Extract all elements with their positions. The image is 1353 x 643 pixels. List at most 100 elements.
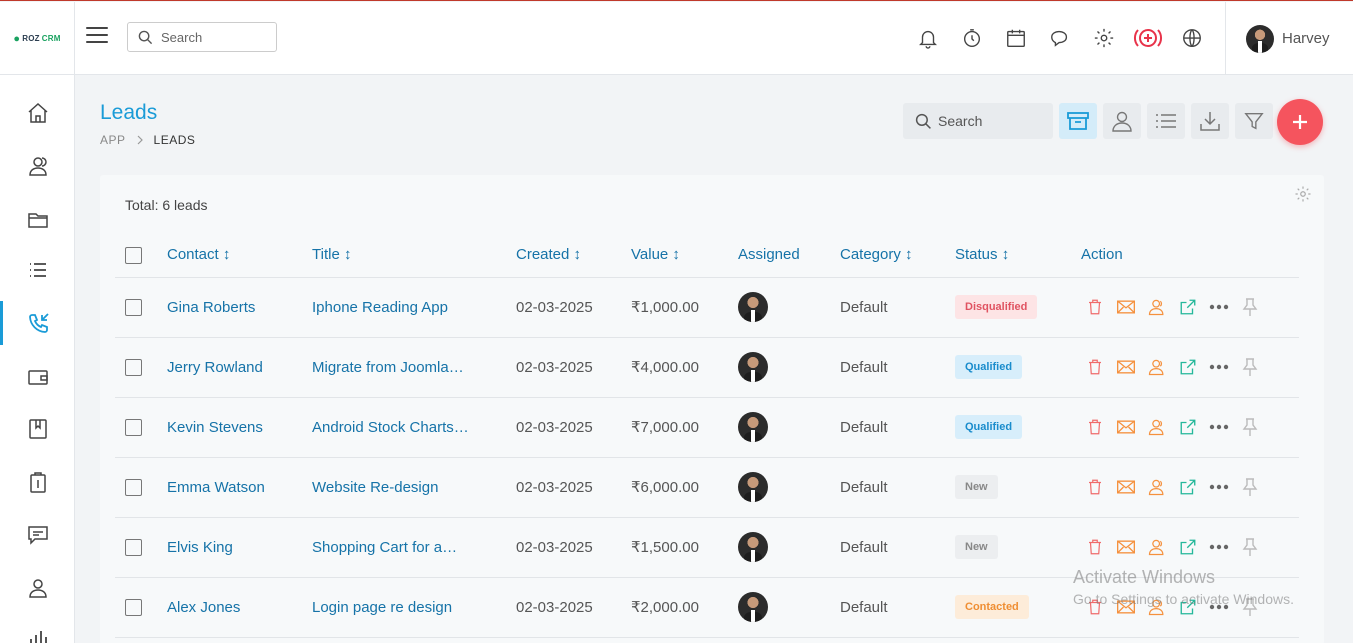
global-search-input[interactable] [161, 29, 261, 45]
globe-icon[interactable] [1170, 22, 1214, 54]
title-link[interactable]: Iphone Reading App [312, 298, 448, 316]
delete-icon[interactable] [1084, 416, 1106, 438]
row-checkbox[interactable] [125, 298, 142, 316]
mail-icon[interactable] [1115, 356, 1137, 378]
contact-link[interactable]: Gina Roberts [167, 298, 256, 316]
breadcrumb-app[interactable]: APP [100, 133, 126, 147]
more-options-icon[interactable] [1208, 596, 1230, 618]
pin-icon[interactable] [1239, 536, 1261, 558]
table-row[interactable]: Jerry Rowland Migrate from Joomla… 02-03… [115, 337, 1299, 398]
mail-icon[interactable] [1115, 536, 1137, 558]
pin-icon[interactable] [1239, 296, 1261, 318]
row-checkbox[interactable] [125, 358, 142, 376]
open-external-icon[interactable] [1177, 296, 1199, 318]
title-link[interactable]: Migrate from Joomla… [312, 358, 464, 376]
table-row[interactable]: Gina Roberts Iphone Reading App 02-03-20… [115, 277, 1299, 338]
row-checkbox[interactable] [125, 418, 142, 436]
more-options-icon[interactable] [1208, 476, 1230, 498]
more-options-icon[interactable] [1208, 356, 1230, 378]
more-options-icon[interactable] [1208, 416, 1230, 438]
mail-icon[interactable] [1115, 416, 1137, 438]
assign-user-icon[interactable] [1146, 296, 1168, 318]
user-icon[interactable] [0, 566, 75, 610]
title-link[interactable]: Website Re-design [312, 478, 439, 496]
bar-chart-icon[interactable] [0, 615, 75, 643]
pin-icon[interactable] [1239, 476, 1261, 498]
pin-icon[interactable] [1239, 416, 1261, 438]
row-checkbox[interactable] [125, 478, 142, 496]
logo-area[interactable]: ● ROZ CRM [0, 2, 75, 75]
table-row[interactable]: Kevin Stevens Android Stock Charts… 02-0… [115, 397, 1299, 458]
mail-icon[interactable] [1115, 596, 1137, 618]
row-checkbox[interactable] [125, 598, 142, 616]
global-search[interactable] [127, 22, 277, 52]
chat-icon[interactable] [1038, 22, 1082, 54]
home-icon[interactable] [0, 91, 75, 135]
header-contact[interactable]: Contact ↕ [167, 233, 312, 278]
book-icon[interactable] [0, 407, 75, 451]
header-category[interactable]: Category ↕ [840, 233, 955, 278]
contact-link[interactable]: Elvis King [167, 538, 233, 556]
delete-icon[interactable] [1084, 596, 1106, 618]
row-checkbox[interactable] [125, 538, 142, 556]
folder-icon[interactable] [0, 198, 75, 242]
calendar-icon[interactable] [994, 22, 1038, 54]
open-external-icon[interactable] [1177, 536, 1199, 558]
assign-user-icon[interactable] [1146, 596, 1168, 618]
mail-icon[interactable] [1115, 296, 1137, 318]
open-external-icon[interactable] [1177, 596, 1199, 618]
wallet-icon[interactable] [0, 355, 75, 399]
download-button[interactable] [1191, 103, 1229, 139]
assignee-avatar[interactable] [738, 292, 768, 322]
assign-user-icon[interactable] [1146, 536, 1168, 558]
message-icon[interactable] [0, 513, 75, 557]
contact-link[interactable]: Kevin Stevens [167, 418, 263, 436]
leads-search[interactable] [903, 103, 1053, 139]
pin-icon[interactable] [1239, 596, 1261, 618]
header-value[interactable]: Value ↕ [631, 233, 738, 278]
contact-link[interactable]: Jerry Rowland [167, 358, 263, 376]
add-circle-icon[interactable] [1126, 22, 1170, 54]
menu-toggle-icon[interactable] [86, 27, 108, 47]
delete-icon[interactable] [1084, 536, 1106, 558]
assignee-avatar[interactable] [738, 532, 768, 562]
delete-icon[interactable] [1084, 476, 1106, 498]
assign-user-icon[interactable] [1146, 476, 1168, 498]
assignee-avatar[interactable] [738, 412, 768, 442]
delete-icon[interactable] [1084, 356, 1106, 378]
contact-link[interactable]: Emma Watson [167, 478, 265, 496]
list-view-button[interactable] [1147, 103, 1185, 139]
more-options-icon[interactable] [1208, 296, 1230, 318]
archive-button[interactable] [1059, 103, 1097, 139]
gear-icon[interactable] [1082, 22, 1126, 54]
title-link[interactable]: Android Stock Charts… [312, 418, 469, 436]
filter-button[interactable] [1235, 103, 1273, 139]
contact-link[interactable]: Alex Jones [167, 598, 241, 616]
add-lead-button[interactable] [1277, 99, 1323, 145]
delete-icon[interactable] [1084, 296, 1106, 318]
users-icon[interactable] [0, 144, 75, 188]
header-status[interactable]: Status ↕ [955, 233, 1081, 278]
open-external-icon[interactable] [1177, 476, 1199, 498]
open-external-icon[interactable] [1177, 416, 1199, 438]
clipboard-icon[interactable] [0, 461, 75, 505]
assignee-filter-button[interactable] [1103, 103, 1141, 139]
pin-icon[interactable] [1239, 356, 1261, 378]
leads-search-input[interactable] [938, 113, 1048, 129]
list-icon[interactable] [0, 248, 75, 292]
mail-icon[interactable] [1115, 476, 1137, 498]
timer-icon[interactable] [950, 22, 994, 54]
more-options-icon[interactable] [1208, 536, 1230, 558]
table-settings-icon[interactable] [1294, 185, 1312, 208]
bell-icon[interactable] [906, 22, 950, 54]
table-row[interactable]: Alex Jones Login page re design 02-03-20… [115, 577, 1299, 638]
open-external-icon[interactable] [1177, 356, 1199, 378]
table-row[interactable]: Emma Watson Website Re-design 02-03-2025… [115, 457, 1299, 518]
header-title[interactable]: Title ↕ [312, 233, 516, 278]
title-link[interactable]: Login page re design [312, 598, 453, 616]
select-all-checkbox[interactable] [125, 246, 142, 264]
assignee-avatar[interactable] [738, 352, 768, 382]
assignee-avatar[interactable] [738, 592, 768, 622]
assignee-avatar[interactable] [738, 472, 768, 502]
phone-incoming-icon[interactable] [0, 301, 75, 345]
